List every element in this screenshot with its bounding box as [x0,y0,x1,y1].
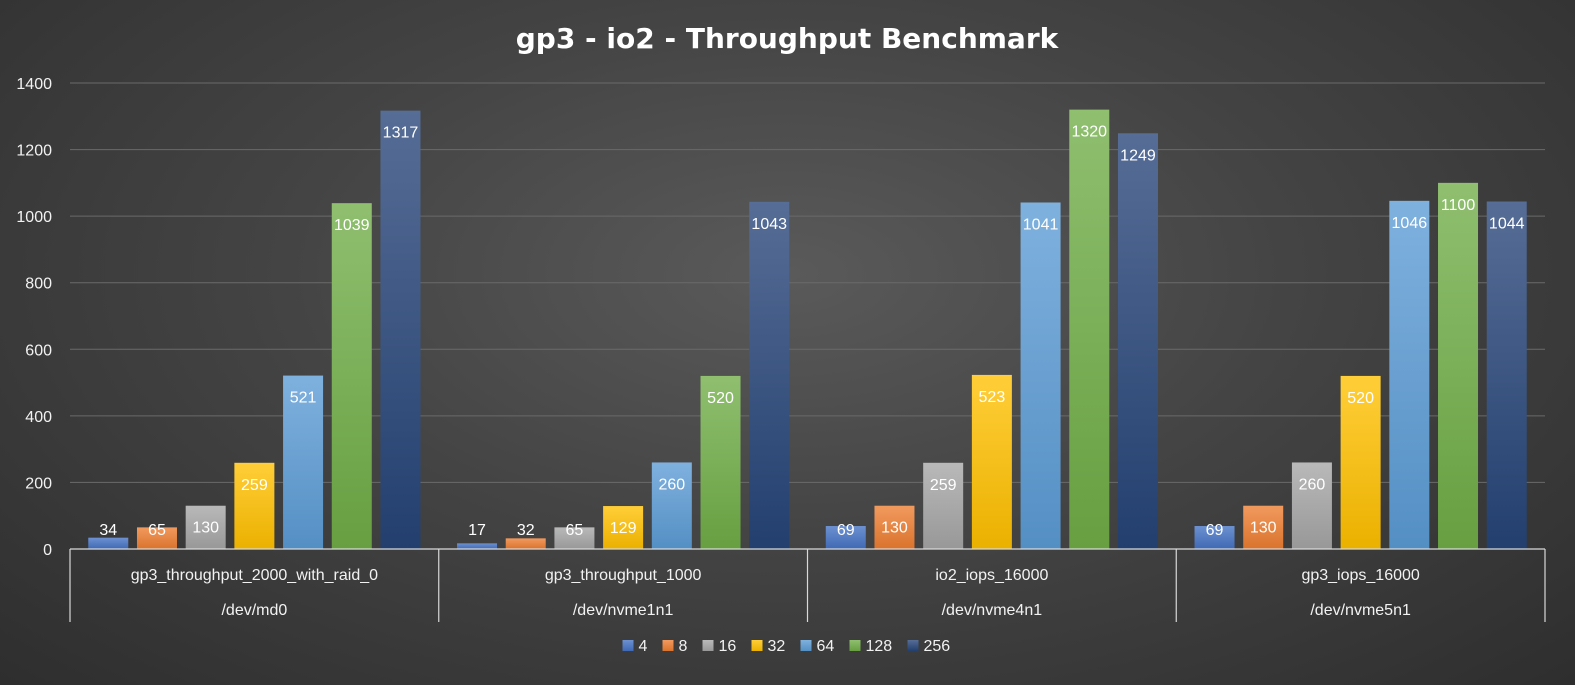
bar-4-2 [825,526,866,549]
bar-256-0 [380,110,421,550]
category-label: gp3_throughput_1000 [545,567,702,584]
bar-32-3 [1340,375,1381,549]
bar-256-3 [1486,201,1527,550]
data-label-4-0: 34 [99,522,117,539]
data-label-256-2: 1249 [1120,147,1156,164]
data-label-256-3: 1044 [1489,215,1525,232]
y-tick-label: 800 [25,276,52,293]
category-label: io2_iops_16000 [935,567,1048,584]
data-label-8-2: 130 [881,520,908,537]
legend-label-64: 64 [817,638,835,655]
data-label-64-1: 260 [658,476,685,493]
data-label-128-2: 1320 [1071,124,1107,141]
y-tick-label: 1000 [16,209,52,226]
data-label-256-0: 1317 [383,125,419,142]
legend-label-16: 16 [719,638,737,655]
legend-swatch-4 [622,640,634,651]
legend-swatch-128 [849,640,861,651]
category-label: gp3_iops_16000 [1301,567,1419,584]
bars [88,109,1527,550]
category-label: gp3_throughput_2000_with_raid_0 [131,567,378,584]
bar-32-2 [971,374,1012,549]
data-label-8-0: 65 [148,522,166,539]
legend-label-128: 128 [866,638,893,655]
bar-16-1 [554,527,595,549]
data-label-16-0: 130 [192,520,219,537]
data-label-4-2: 69 [837,522,855,539]
data-label-8-3: 130 [1250,520,1277,537]
data-label-32-3: 520 [1347,390,1374,407]
data-label-4-1: 17 [468,522,486,539]
legend: 4 8 16 32 64 128 256 [622,638,951,655]
data-label-64-2: 1041 [1023,216,1059,233]
legend-swatch-8 [662,640,674,651]
bar-256-2 [1117,133,1158,550]
bar-64-3 [1389,200,1430,549]
bar-128-2 [1069,109,1110,549]
legend-label-8: 8 [679,638,688,655]
data-label-16-2: 259 [930,477,957,494]
data-label-64-0: 521 [290,390,317,407]
data-label-256-1: 1043 [751,216,787,233]
bar-4-0 [88,537,129,549]
bar-64-2 [1020,202,1061,549]
data-label-16-1: 65 [566,522,584,539]
bar-16-0 [185,505,226,549]
bar-128-1 [700,375,741,549]
chart-title: gp3 - io2 - Throughput Benchmark [516,22,1060,55]
bar-8-2 [874,505,915,549]
legend-swatch-64 [800,640,812,651]
y-tick-label: 1200 [16,143,52,160]
data-label-8-1: 32 [517,522,535,539]
y-tick-label: 200 [25,475,52,492]
legend-label-32: 32 [768,638,786,655]
bar-64-1 [651,462,692,549]
legend-label-4: 4 [639,638,648,655]
y-tick-label: 400 [25,409,52,426]
bar-128-0 [331,203,372,549]
data-label-4-3: 69 [1206,522,1224,539]
bar-8-3 [1243,505,1284,549]
data-label-128-1: 520 [707,390,734,407]
bar-4-3 [1194,526,1235,549]
bar-64-0 [283,375,324,549]
data-labels: 34 65 130 259 521 1039 1317 17 32 65 129 260 520 1043… [99,124,1524,539]
bar-8-0 [136,527,177,549]
bar-4-1 [457,543,498,549]
data-label-32-0: 259 [241,477,268,494]
data-label-64-3: 1046 [1392,215,1428,232]
data-label-128-3: 1100 [1441,197,1476,214]
y-axis-ticks: 0 200 400 600 800 1000 1200 1400 [16,76,52,559]
bar-32-1 [603,506,644,549]
bar-128-3 [1438,182,1479,549]
legend-swatch-32 [751,640,763,651]
y-tick-label: 600 [25,342,52,359]
bar-16-3 [1291,462,1332,549]
bar-8-1 [505,538,546,549]
data-label-32-2: 523 [979,389,1006,406]
legend-swatch-256 [907,640,919,651]
category-device-label: /dev/nvme4n1 [942,602,1043,619]
bar-32-0 [234,462,275,549]
legend-swatch-16 [702,640,714,651]
y-tick-label: 1400 [16,76,52,93]
category-device-label: /dev/nvme1n1 [573,602,674,619]
bar-16-2 [923,462,964,549]
x-axis: gp3_throughput_2000_with_raid_0/dev/md0 g… [69,548,1546,622]
legend-label-256: 256 [924,638,951,655]
data-label-16-3: 260 [1299,476,1326,493]
category-device-label: /dev/md0 [221,602,287,619]
data-label-32-1: 129 [610,520,637,537]
data-label-128-0: 1039 [334,217,370,234]
y-tick-label: 0 [43,542,52,559]
category-device-label: /dev/nvme5n1 [1310,602,1411,619]
bar-256-1 [749,201,790,549]
